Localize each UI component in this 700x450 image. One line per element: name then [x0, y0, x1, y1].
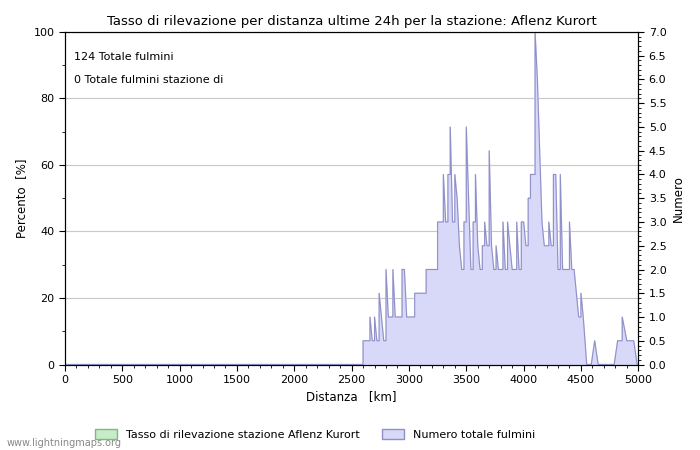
Y-axis label: Percento  [%]: Percento [%] [15, 158, 28, 238]
Text: www.lightningmaps.org: www.lightningmaps.org [7, 438, 122, 448]
Legend: Tasso di rilevazione stazione Aflenz Kurort, Numero totale fulmini: Tasso di rilevazione stazione Aflenz Kur… [90, 425, 540, 445]
Polygon shape [65, 32, 638, 365]
Y-axis label: Numero: Numero [672, 175, 685, 222]
X-axis label: Distanza   [km]: Distanza [km] [307, 391, 397, 404]
Text: 0 Totale fulmini stazione di: 0 Totale fulmini stazione di [74, 75, 223, 85]
Title: Tasso di rilevazione per distanza ultime 24h per la stazione: Aflenz Kurort: Tasso di rilevazione per distanza ultime… [107, 15, 596, 28]
Text: 124 Totale fulmini: 124 Totale fulmini [74, 52, 173, 62]
